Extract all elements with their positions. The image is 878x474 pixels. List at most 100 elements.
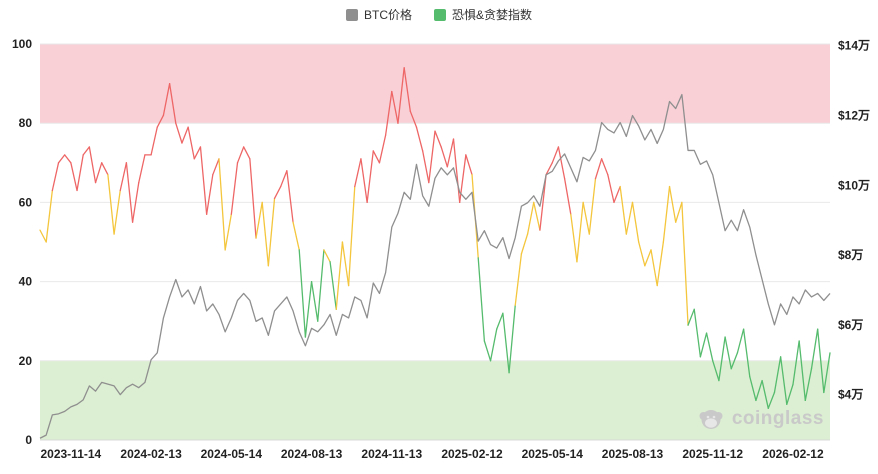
fear-greed-line-segment <box>107 174 115 235</box>
x-axis-tick-label: 2024-08-13 <box>281 447 343 461</box>
fear-greed-line-segment <box>662 185 671 243</box>
chart-legend: BTC价格 恐惧&贪婪指数 <box>0 6 878 23</box>
x-axis-tick-label: 2025-11-12 <box>682 447 743 461</box>
left-axis-tick-label: 0 <box>25 433 32 447</box>
right-axis-tick-label: $14万 <box>838 39 870 53</box>
fear-greed-line-segment <box>810 328 819 370</box>
fear-greed-line-segment <box>422 150 430 184</box>
fear-greed-line-segment <box>465 154 473 176</box>
fear-greed-line-segment <box>280 170 288 188</box>
fear-greed-line-segment <box>508 304 516 374</box>
fear-greed-line-segment <box>644 249 652 267</box>
fear-greed-line-segment <box>125 162 134 223</box>
fear-greed-line-segment <box>378 134 387 164</box>
fear-greed-line-segment <box>249 158 257 239</box>
x-axis-tick-label: 2025-08-13 <box>602 447 664 461</box>
fear-greed-line-segment <box>631 201 640 243</box>
fear-greed-line-segment <box>64 154 72 164</box>
fear-greed-line-segment <box>817 328 825 394</box>
fear-greed-line-segment <box>588 177 597 235</box>
fear-greed-line-segment <box>415 126 424 152</box>
fear-greed-line-segment <box>261 201 270 267</box>
coinglass-watermark: coinglass <box>698 406 824 432</box>
fear-greed-line-segment <box>409 110 418 128</box>
fear-greed-line-segment <box>656 241 665 287</box>
fear-greed-line-segment <box>452 138 461 204</box>
fear-greed-line-segment <box>372 150 381 164</box>
right-axis-tick-label: $8万 <box>838 248 863 262</box>
fear-greed-line-segment <box>712 360 720 382</box>
fear-greed-line-segment <box>786 383 794 406</box>
fear-greed-line-segment <box>51 162 60 192</box>
fear-greed-line-segment <box>45 189 53 243</box>
fear-greed-line-segment <box>749 375 757 402</box>
fear-greed-line-segment <box>119 162 128 192</box>
left-axis-tick-label: 20 <box>19 354 33 368</box>
fear-greed-line-segment <box>551 146 560 164</box>
fear-greed-line-segment <box>317 249 325 322</box>
legend-item-fear-greed[interactable]: 恐惧&贪婪指数 <box>434 6 532 23</box>
fear-greed-line-segment <box>687 308 695 326</box>
fear-greed-line-segment <box>600 158 609 176</box>
fear-greed-line-segment <box>675 201 683 223</box>
fear-greed-line-segment <box>175 122 183 144</box>
left-axis-tick-label: 100 <box>12 37 32 51</box>
fear-greed-line-segment <box>187 126 195 160</box>
fear-greed-line-segment <box>570 213 578 263</box>
fear-greed-line-segment <box>304 280 313 338</box>
left-axis-tick-label: 40 <box>19 275 33 289</box>
x-axis-tick-label: 2023-11-14 <box>40 447 101 461</box>
fear-greed-line-segment <box>218 158 226 251</box>
fear-greed-line-segment <box>366 150 374 204</box>
fear-greed-line-segment <box>347 185 356 287</box>
fear-greed-legend-label: 恐惧&贪婪指数 <box>452 8 533 22</box>
fear-greed-line-segment <box>224 213 232 251</box>
fear-greed-line-segment <box>236 146 245 164</box>
fear-greed-line-segment <box>718 336 726 382</box>
fear-greed-line-segment <box>526 201 535 235</box>
fear-greed-line-segment <box>341 241 350 287</box>
fear-greed-line-segment <box>335 241 344 310</box>
fear-greed-line-segment <box>761 379 769 409</box>
fear-greed-line-segment <box>267 197 276 267</box>
fear-greed-line-segment <box>607 174 615 204</box>
fear-greed-line-segment <box>39 229 47 243</box>
btc-price-legend-swatch <box>345 8 358 21</box>
fear-greed-line-segment <box>440 146 448 168</box>
fear-greed-line-segment <box>613 185 621 204</box>
x-axis-tick-label: 2024-05-14 <box>201 447 263 461</box>
coinglass-watermark-text: coinglass <box>731 408 824 429</box>
right-axis-tick-label: $6万 <box>838 318 863 332</box>
fear-greed-line-segment <box>360 158 368 204</box>
fear-greed-line-segment <box>168 82 177 124</box>
fear-greed-line-segment <box>767 391 776 409</box>
fear-greed-line-segment <box>82 146 91 156</box>
fear-greed-line-segment <box>193 146 202 160</box>
fear-greed-line-segment <box>230 162 239 215</box>
fear-greed-line-segment <box>563 177 572 215</box>
coinglass-logo-icon <box>699 410 723 429</box>
fear-greed-line-segment <box>496 312 504 330</box>
right-axis-tick-label: $10万 <box>838 178 870 192</box>
fear-greed-line-segment <box>779 356 788 406</box>
fear-greed-line-segment <box>131 181 140 223</box>
fear-greed-line-segment <box>650 249 658 287</box>
fear-greed-line-segment <box>520 233 529 255</box>
fear-greed-line-segment <box>286 170 294 223</box>
legend-item-btc-price[interactable]: BTC价格 <box>345 6 412 23</box>
fear-greed-line-segment <box>823 352 831 394</box>
fear-greed-line-segment <box>243 146 251 160</box>
fear-greed-line-segment <box>576 201 584 263</box>
fear-greed-line-segment <box>101 162 109 176</box>
x-axis-tick-label: 2024-02-13 <box>120 447 182 461</box>
fear-greed-line-segment <box>773 356 782 394</box>
btc-price-line <box>39 93 831 439</box>
fear-greed-line-segment <box>545 162 553 176</box>
fear-greed-line-segment <box>619 185 627 235</box>
band-extreme-fear <box>40 360 830 440</box>
fear-greed-line-segment <box>798 340 806 402</box>
fear-greed-line-segment <box>483 340 492 362</box>
fear-greed-line-segment <box>156 114 165 128</box>
